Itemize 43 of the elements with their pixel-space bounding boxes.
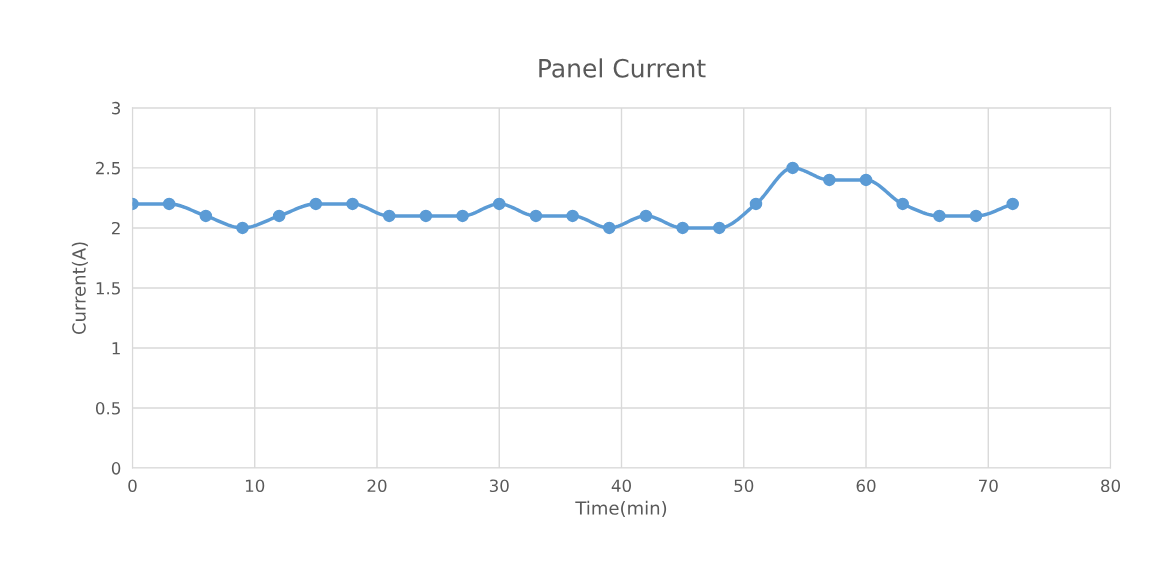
point [346, 197, 359, 211]
point [713, 221, 726, 235]
y-tick-label: 0 [111, 462, 121, 475]
y-tick-label: 0.5 [95, 401, 120, 415]
x-tick-label: 0 [128, 479, 137, 493]
point [566, 209, 579, 223]
point [199, 209, 213, 223]
y-tick-label: 2 [111, 221, 120, 235]
x-tick-label: 40 [611, 479, 631, 493]
x-tick-label: 80 [1101, 479, 1121, 493]
point [529, 209, 543, 223]
x-tick-label: 20 [367, 479, 387, 493]
x-tick-label: 50 [734, 479, 754, 493]
y-tick-label: 2.5 [96, 161, 120, 175]
point [236, 221, 249, 235]
point [603, 221, 616, 235]
point [896, 197, 909, 211]
point [162, 197, 176, 211]
point [933, 209, 946, 223]
point [1006, 197, 1019, 211]
point [786, 161, 799, 175]
chart-title: Panel Current [539, 58, 706, 78]
y-tick-label: 1.5 [96, 282, 120, 295]
point [456, 209, 469, 223]
point [309, 197, 323, 211]
point [823, 173, 836, 187]
point [382, 209, 396, 223]
x-tick-label: 30 [489, 479, 509, 493]
x-tick-label: 70 [979, 479, 998, 493]
y-tick-label: 3 [112, 101, 121, 115]
x-tick-label: 60 [856, 479, 876, 493]
y-axis-title: Current(A) [71, 242, 88, 335]
x-tick-label: 10 [245, 479, 265, 493]
point [419, 209, 433, 223]
point [639, 209, 653, 223]
point [749, 197, 763, 211]
point [272, 209, 286, 223]
x-axis-title: Time(min) [575, 500, 667, 517]
point [859, 173, 873, 187]
point [676, 221, 689, 235]
point [969, 209, 983, 223]
point [492, 197, 506, 211]
y-tick-label: 1 [112, 342, 120, 355]
